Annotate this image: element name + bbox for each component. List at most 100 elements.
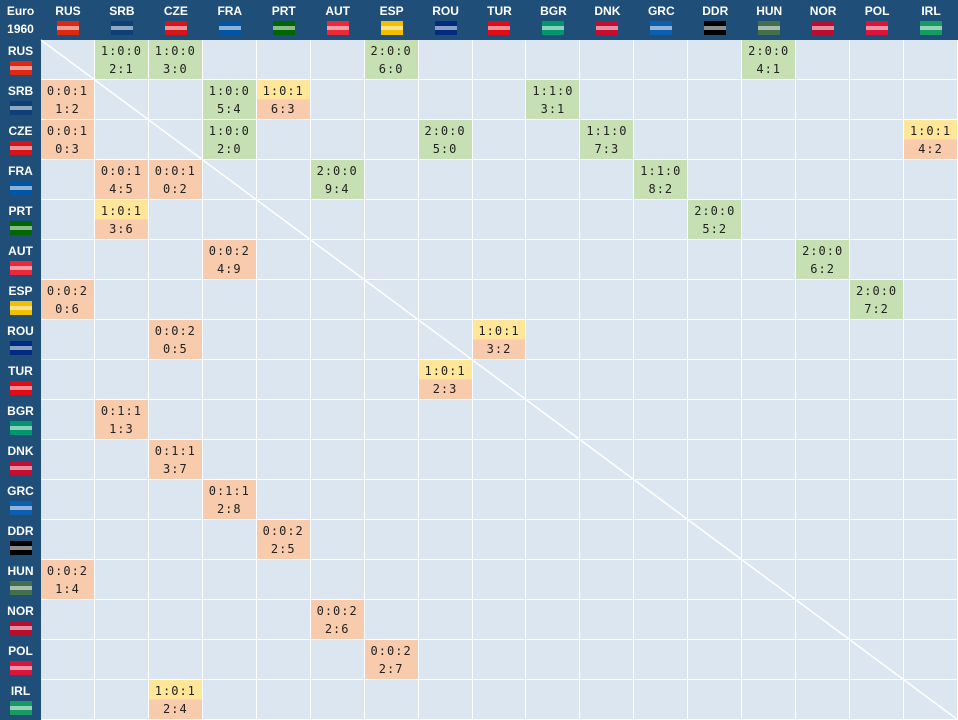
matrix-cell xyxy=(526,360,581,400)
matrix-cell xyxy=(850,560,905,600)
matrix-cell xyxy=(850,400,905,440)
matrix-cell xyxy=(742,600,797,640)
matrix-cell xyxy=(850,680,905,720)
row-header-dnk: DNK xyxy=(0,440,41,480)
result-cell-srb-fra: 1:0:0 5:4 xyxy=(202,80,256,119)
row-header-ddr: DDR xyxy=(0,520,41,560)
result-record: 0:0:2 xyxy=(370,644,412,658)
matrix-cell xyxy=(310,560,365,600)
result-record: 1:0:0 xyxy=(154,44,196,58)
matrix-cell xyxy=(850,640,905,680)
matrix-cell xyxy=(310,360,365,400)
matrix-cell xyxy=(796,120,851,160)
matrix-cell xyxy=(472,640,527,680)
irl-flag-icon xyxy=(9,701,32,715)
matrix-cell xyxy=(796,40,851,80)
matrix-cell xyxy=(796,400,851,440)
matrix-cell xyxy=(472,520,527,560)
matrix-cell xyxy=(41,640,95,680)
result-cell-fra-grc: 1:1:0 8:2 xyxy=(634,160,688,199)
matrix-cell xyxy=(472,80,527,120)
result-record: 2:0:0 xyxy=(748,44,790,58)
matrix-cell xyxy=(634,520,689,560)
result-record: 0:0:1 xyxy=(100,164,142,178)
matrix-cell xyxy=(418,480,473,520)
row-header-tur: TUR xyxy=(0,360,41,400)
matrix-cell xyxy=(850,360,905,400)
matrix-cell xyxy=(418,200,473,240)
matrix-cell xyxy=(472,120,527,160)
matrix-cell xyxy=(418,440,473,480)
col-header-aut: AUT xyxy=(310,0,365,40)
matrix-cell xyxy=(688,640,743,680)
result-score: 0:2 xyxy=(163,182,188,196)
col-header-label: FRA xyxy=(217,4,243,18)
result-cell-cze-rus: 0:0:1 0:3 xyxy=(41,120,94,159)
matrix-cell xyxy=(634,40,689,80)
matrix-cell xyxy=(256,440,311,480)
matrix-cell xyxy=(742,560,797,600)
result-cell-aut-fra: 0:0:2 4:9 xyxy=(202,240,256,279)
matrix-cell xyxy=(742,80,797,120)
matrix-cell xyxy=(526,400,581,440)
matrix-cell xyxy=(41,360,95,400)
matrix-cell xyxy=(256,600,311,640)
matrix-cell xyxy=(418,520,473,560)
row-header-nor: NOR xyxy=(0,600,41,640)
matrix-cell xyxy=(41,440,95,480)
matrix-cell xyxy=(634,280,689,320)
col-header-label: AUT xyxy=(325,4,350,18)
matrix-cell xyxy=(364,440,419,480)
matrix-cell xyxy=(364,280,419,320)
row-header-label: CZE xyxy=(8,124,33,138)
col-header-irl: IRL xyxy=(904,0,958,40)
hun-flag-icon xyxy=(758,21,781,35)
result-cell-rou-cze: 0:0:2 0:5 xyxy=(148,320,202,359)
result-cell-srb-bgr: 1:1:0 3:1 xyxy=(526,80,580,119)
result-record: 0:0:1 xyxy=(46,84,89,98)
matrix-cell xyxy=(526,160,581,200)
matrix-cell xyxy=(472,200,527,240)
result-cell-ddr-prt: 0:0:2 2:5 xyxy=(256,520,310,559)
matrix-cell xyxy=(742,280,797,320)
tur-flag-icon xyxy=(488,21,511,35)
matrix-cell xyxy=(310,680,365,720)
matrix-cell xyxy=(472,160,527,200)
matrix-cell xyxy=(796,520,851,560)
matrix-cell xyxy=(364,520,419,560)
matrix-cell xyxy=(148,640,203,680)
matrix-cell xyxy=(688,40,743,80)
result-record: 0:0:1 xyxy=(154,164,196,178)
result-cell-rus-hun: 2:0:0 4:1 xyxy=(742,40,796,79)
result-record: 1:0:0 xyxy=(100,44,142,58)
result-cell-srb-prt: 1:0:1 6:3 xyxy=(256,80,310,119)
result-cell-rou-tur: 1:0:1 3:2 xyxy=(472,320,526,359)
matrix-cell xyxy=(310,40,365,80)
matrix-cell xyxy=(904,40,958,80)
result-score: 6:2 xyxy=(810,262,835,276)
matrix-cell xyxy=(526,200,581,240)
matrix-cell xyxy=(634,120,689,160)
col-header-label: CZE xyxy=(163,4,188,18)
matrix-cell xyxy=(580,40,635,80)
result-cell-srb-rus: 0:0:1 1:2 xyxy=(41,80,94,119)
row-header-label: TUR xyxy=(8,364,33,378)
result-cell-irl-cze: 1:0:1 2:4 xyxy=(148,680,202,719)
matrix-cell xyxy=(418,400,473,440)
matrix-cell xyxy=(634,680,689,720)
result-cell-pol-esp: 0:0:2 2:7 xyxy=(364,640,418,679)
matrix-cell xyxy=(94,80,149,120)
row-header-pol: POL xyxy=(0,640,41,680)
matrix-cell xyxy=(148,600,203,640)
result-cell-cze-dnk: 1:1:0 7:3 xyxy=(580,120,634,159)
result-record: 1:0:1 xyxy=(478,324,520,338)
matrix-cell xyxy=(148,240,203,280)
result-score: 8:2 xyxy=(648,182,674,196)
matrix-cell xyxy=(94,320,149,360)
matrix-cell xyxy=(94,360,149,400)
matrix-cell xyxy=(256,120,311,160)
col-header-pol: POL xyxy=(850,0,905,40)
result-score: 2:0 xyxy=(216,142,242,156)
col-header-prt: PRT xyxy=(256,0,311,40)
row-header-label: DNK xyxy=(7,444,34,458)
